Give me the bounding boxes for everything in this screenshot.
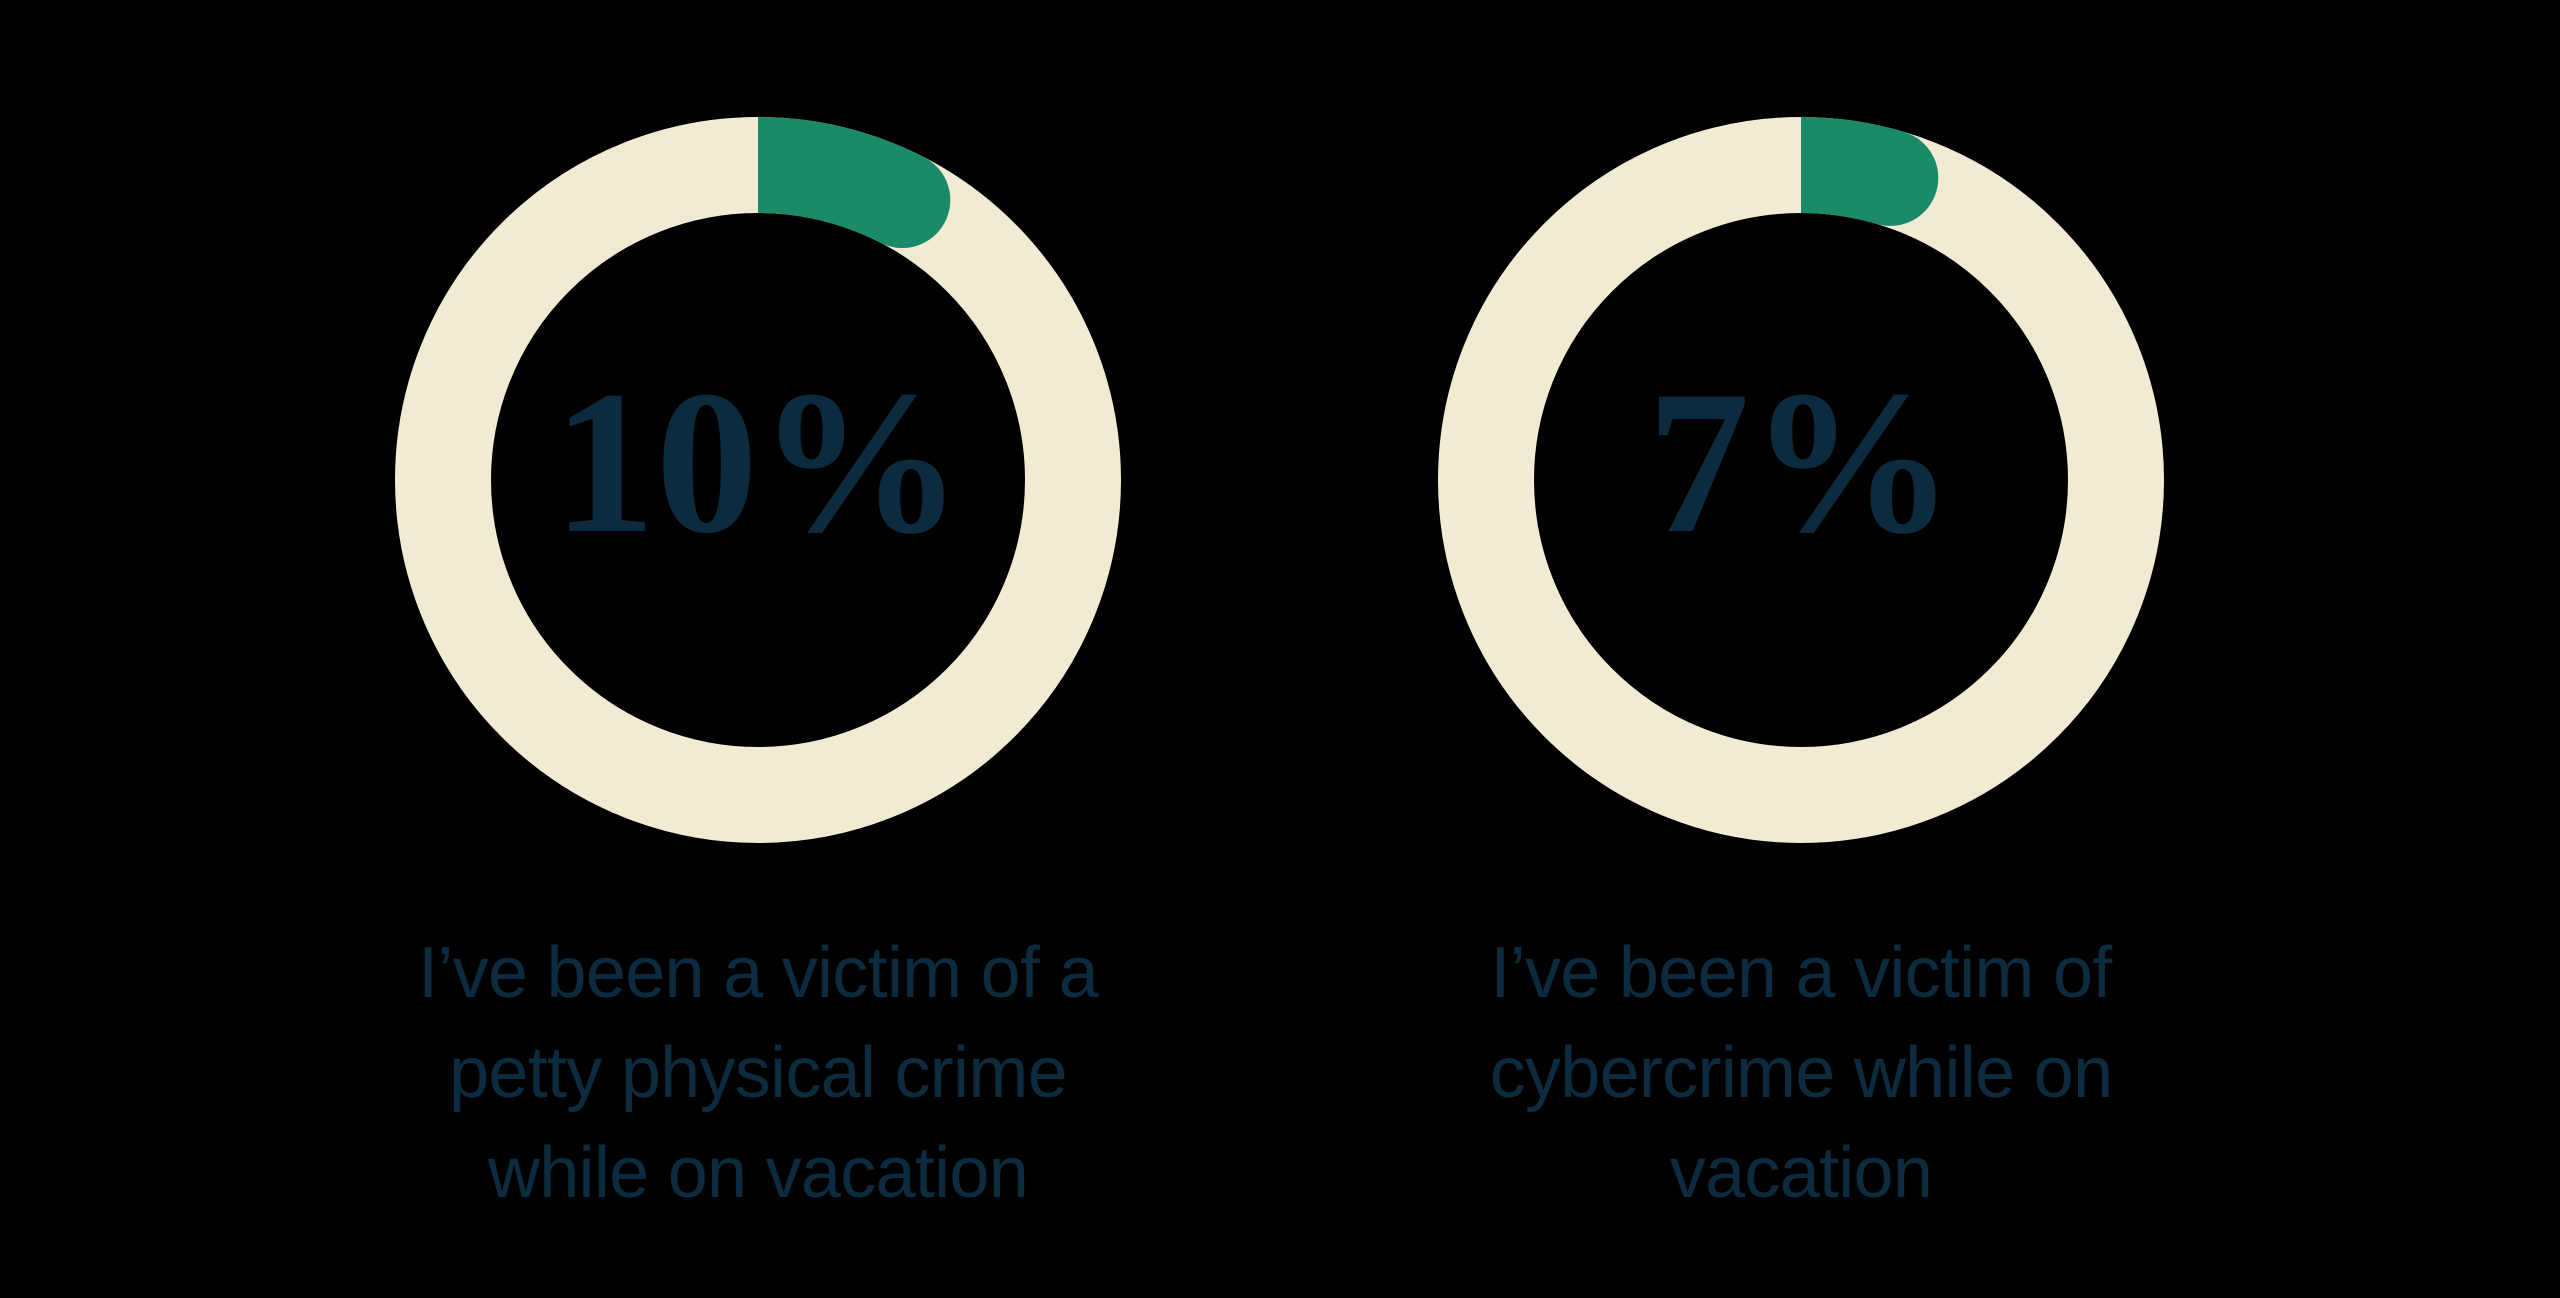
caption-line: petty physical crime bbox=[449, 1033, 1068, 1113]
donut-caption: I’ve been a victim of a petty physical c… bbox=[308, 923, 1208, 1223]
donut-segment-endcap bbox=[1842, 129, 1939, 226]
donut-caption: I’ve been a victim of cybercrime while o… bbox=[1351, 923, 2251, 1223]
donut-value-label: 7% bbox=[1647, 349, 1955, 576]
donut-ring: 10% bbox=[395, 117, 1121, 843]
caption-line: I’ve been a victim of bbox=[1490, 933, 2112, 1013]
caption-line: vacation bbox=[1669, 1133, 1933, 1213]
donut-value-label: 10% bbox=[553, 349, 963, 576]
caption-line: while on vacation bbox=[487, 1133, 1029, 1213]
donut-segment-endcap bbox=[854, 152, 951, 249]
donut-ring: 7% bbox=[1438, 117, 2164, 843]
caption-line: I’ve been a victim of a bbox=[418, 933, 1099, 1013]
caption-line: cybercrime while on bbox=[1489, 1033, 2113, 1113]
